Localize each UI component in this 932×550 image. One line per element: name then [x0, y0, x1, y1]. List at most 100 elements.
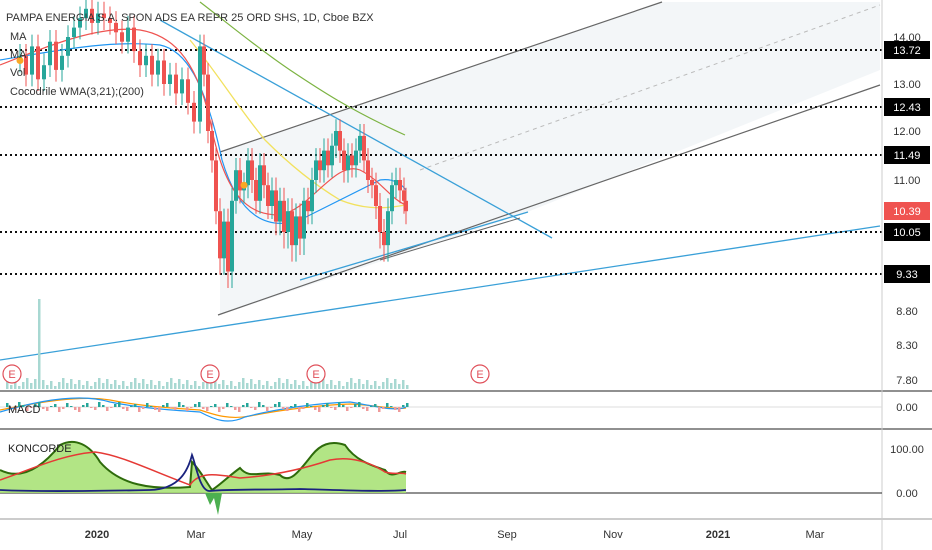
candle-body	[262, 165, 266, 186]
macd-hist-bar	[110, 407, 113, 408]
koncorde-tick-label-100: 100.00	[890, 444, 924, 456]
volume-bar	[118, 385, 121, 389]
koncorde-negative-spike	[205, 493, 222, 515]
level-tag-bg	[884, 265, 930, 283]
volume-bar	[338, 381, 341, 389]
macd-hist-bar	[354, 404, 357, 407]
current-price-tag: 10.39	[884, 202, 930, 220]
volume-bar	[90, 386, 93, 389]
macd-line	[0, 397, 407, 422]
macd-hist-bar	[278, 402, 281, 407]
earnings-marker[interactable]	[470, 364, 490, 384]
candle-body	[250, 160, 254, 180]
candle-body	[302, 200, 306, 239]
volume-bar	[358, 379, 361, 389]
volume-bar	[58, 382, 61, 389]
volume-bar	[398, 384, 401, 389]
volume-bar	[254, 384, 257, 389]
macd-hist-bar	[210, 406, 213, 407]
volume-bar	[302, 381, 305, 389]
macd-hist-bar	[342, 405, 345, 407]
macd-hist-bar	[226, 403, 229, 407]
volume-bar	[62, 378, 65, 389]
candle-body	[24, 55, 28, 75]
macd-hist-bar	[166, 403, 169, 407]
time-tick-label: Mar	[806, 529, 825, 541]
legend: PAMPA ENERGIA S.A. SPON ADS EA REPR 25 O…	[6, 12, 374, 98]
level-tags: 13.72 12.43 11.49 10.05 9.33	[884, 41, 930, 283]
level-tag-bg	[884, 223, 930, 241]
koncorde-pane-label: KONCORDE	[8, 443, 72, 455]
macd-hist-bar	[54, 404, 57, 407]
macd-hist-bar	[386, 403, 389, 407]
candle-body	[370, 180, 374, 186]
time-tick-label: 2021	[706, 529, 730, 541]
cocodrile-signal-dot	[240, 181, 248, 189]
candle-body	[290, 211, 294, 246]
macd-hist-bar	[334, 407, 337, 410]
level-tag-label: 9.33	[896, 269, 917, 281]
candle-body	[254, 180, 258, 201]
volume-bar	[122, 381, 125, 389]
legend-vol: Vol	[10, 67, 25, 79]
time-tick-label: Mar	[187, 529, 206, 541]
volume-bar	[206, 378, 209, 389]
macd-hist-bar	[10, 407, 13, 408]
macd-hist-bar	[406, 403, 409, 407]
volume-bar	[198, 386, 201, 389]
macd-hist-bar	[146, 403, 149, 407]
time-tick-label: Jul	[393, 529, 407, 541]
volume-bar	[238, 382, 241, 389]
candle-body	[382, 232, 386, 246]
macd-hist-bar	[202, 407, 205, 409]
volume-bar	[230, 381, 233, 389]
current-price-label: 10.39	[893, 206, 921, 218]
volume-bar	[382, 382, 385, 389]
volume-bar	[386, 378, 389, 389]
volume-bar	[74, 384, 77, 389]
macd-hist-bar	[238, 407, 241, 412]
volume-bar	[366, 380, 369, 389]
macd-hist-bar	[118, 402, 121, 407]
volume-bar	[134, 378, 137, 389]
candle-body	[102, 13, 106, 19]
macd-hist-bar	[134, 404, 137, 407]
candle-body	[120, 32, 124, 42]
volume-bar	[94, 382, 97, 389]
macd-hist-bar	[154, 407, 157, 410]
earnings-marker[interactable]	[200, 364, 220, 384]
macd-hist-bar	[374, 404, 377, 407]
volume-bar	[66, 383, 69, 389]
long-support-line	[0, 225, 881, 361]
volume-bar	[290, 384, 293, 389]
time-tick-label: Nov	[603, 529, 623, 541]
level-tag-bg	[884, 41, 930, 59]
candle-body	[394, 180, 398, 186]
candle-body	[378, 206, 382, 232]
koncorde-green-area	[0, 441, 406, 493]
volume-bar	[262, 385, 265, 389]
candle-body	[294, 216, 298, 246]
macd-hist-bar	[98, 402, 101, 407]
candle-body	[192, 102, 196, 122]
macd-hist-bar	[290, 406, 293, 407]
macd-hist-bar	[142, 407, 145, 409]
volume-bar	[378, 386, 381, 389]
volume-bar	[86, 381, 89, 389]
volume-bar	[50, 381, 53, 389]
macd-hist-bar	[350, 407, 353, 408]
candle-body	[30, 46, 34, 75]
earnings-marker[interactable]	[306, 364, 326, 384]
macd-hist-bar	[194, 404, 197, 407]
macd-hist-bar	[358, 402, 361, 407]
candle-body	[198, 46, 202, 122]
volume-bar	[114, 380, 117, 389]
volume-bar	[278, 378, 281, 389]
macd-hist-bar	[366, 407, 369, 411]
candle-body	[330, 145, 334, 166]
cocodrile-signal-dot	[16, 57, 24, 64]
earnings-marker[interactable]	[2, 364, 22, 384]
candle-body	[54, 41, 58, 70]
volume-bar	[234, 386, 237, 389]
candle-body	[186, 79, 190, 103]
